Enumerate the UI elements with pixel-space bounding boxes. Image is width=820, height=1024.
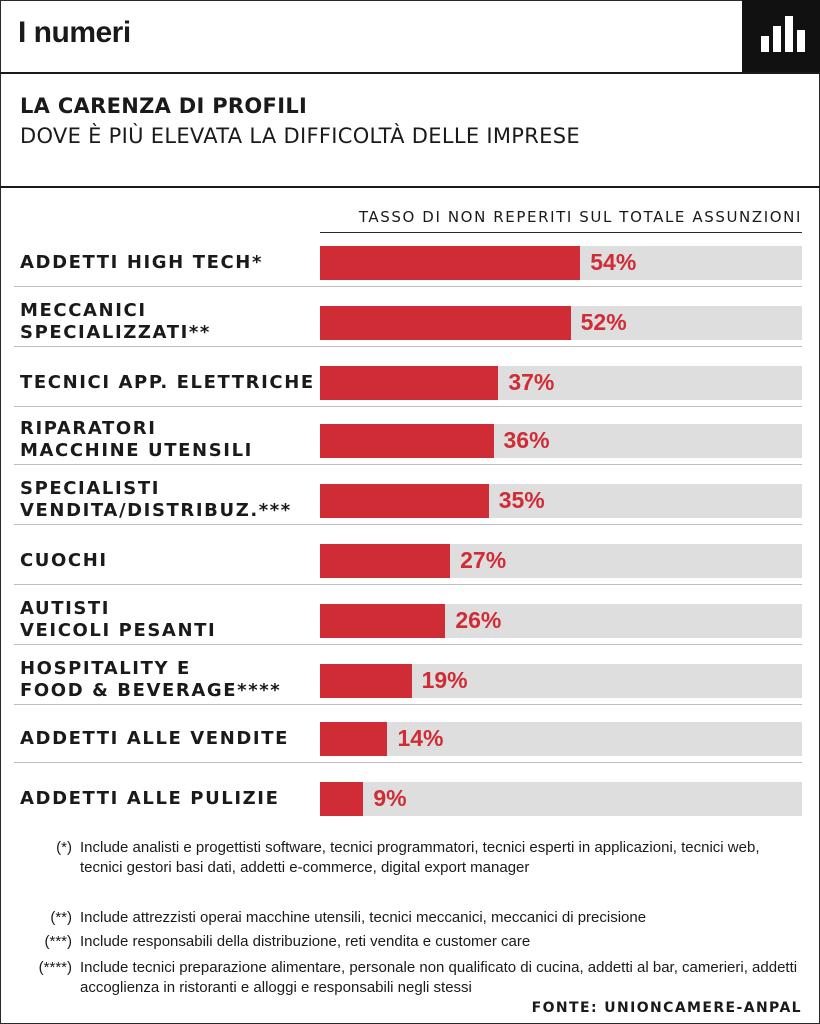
data-label: 37%: [508, 369, 555, 395]
footnote-text: Include tecnici preparazione alimentare,…: [80, 959, 798, 996]
row-separator: [14, 584, 802, 585]
bar: [320, 306, 571, 340]
bar: [320, 722, 388, 756]
bar-track: 27%: [320, 544, 802, 578]
row-separator: [14, 644, 802, 645]
data-label: 27%: [460, 547, 507, 573]
data-label: 14%: [397, 725, 444, 751]
row-separator: [14, 762, 802, 763]
bar-row: ADDETTI HIGH TECH* 54%: [0, 242, 820, 282]
footnote-mark: (****): [38, 959, 72, 976]
footnote-mark: (**): [50, 909, 72, 926]
bar-row: RIPARATORI MACCHINE UTENSILI 36%: [0, 418, 820, 461]
bar-row: TECNICI APP. ELETTRICHE 37%: [0, 362, 820, 402]
bar-row: CUOCHI 27%: [0, 540, 820, 580]
category-label: SPECIALISTI VENDITA/DISTRIBUZ.***: [20, 478, 292, 521]
bar-track: 35%: [320, 484, 802, 518]
bar: [320, 246, 581, 280]
data-label: 9%: [373, 785, 407, 811]
bar: [320, 544, 451, 578]
footnote-mark: (***): [44, 933, 72, 950]
row-separator: [14, 346, 802, 347]
bar-chart-icon: [742, 0, 820, 72]
chart-subtitle: DOVE È PIÙ ELEVATA LA DIFFICOLTÀ DELLE I…: [20, 124, 580, 148]
category-label: ADDETTI ALLE PULIZIE: [20, 788, 280, 809]
bar: [320, 484, 489, 518]
category-label: TECNICI APP. ELETTRICHE: [20, 372, 315, 393]
section-title: I numeri: [18, 16, 131, 49]
axis-caption-rule: [320, 232, 802, 233]
bar-row: HOSPITALITY E FOOD & BEVERAGE**** 19%: [0, 658, 820, 701]
footnote-text: Include responsabili della distribuzione…: [80, 933, 531, 950]
chart-title: LA CARENZA DI PROFILI: [20, 94, 308, 118]
bar: [320, 366, 499, 400]
data-label: 54%: [590, 249, 637, 275]
bar-row: ADDETTI ALLE PULIZIE 9%: [0, 778, 820, 818]
bar-track: 37%: [320, 366, 802, 400]
bar: [320, 782, 364, 816]
category-label: MECCANICI SPECIALIZZATI**: [20, 300, 211, 343]
value-axis-label: TASSO DI NON REPERITI SUL TOTALE ASSUNZI…: [358, 208, 802, 226]
bar-track: 26%: [320, 604, 802, 638]
bar-row: AUTISTI VEICOLI PESANTI 26%: [0, 598, 820, 641]
bar: [320, 424, 494, 458]
section-header: I numeri: [0, 0, 820, 74]
bar-track: 52%: [320, 306, 802, 340]
footnote-text: Include analisti e progettisti software,…: [80, 839, 760, 876]
data-label: 52%: [580, 309, 627, 335]
bar-track: 54%: [320, 246, 802, 280]
data-label: 26%: [455, 607, 502, 633]
category-label: ADDETTI ALLE VENDITE: [20, 728, 289, 749]
footnote-text: Include attrezzisti operai macchine uten…: [80, 909, 647, 926]
category-label: ADDETTI HIGH TECH*: [20, 252, 263, 273]
footnote-mark: (*): [56, 839, 72, 856]
bar-track: 14%: [320, 722, 802, 756]
bar-track: 19%: [320, 664, 802, 698]
data-label: 36%: [503, 427, 550, 453]
bar: [320, 604, 446, 638]
row-separator: [14, 464, 802, 465]
category-label: RIPARATORI MACCHINE UTENSILI: [20, 418, 253, 461]
source-credit: FONTE: UNIONCAMERE-ANPAL: [531, 1000, 802, 1016]
data-label: 35%: [498, 487, 545, 513]
bar: [320, 664, 412, 698]
data-label: 19%: [421, 667, 468, 693]
bar-track: 36%: [320, 424, 802, 458]
row-separator: [14, 286, 802, 287]
row-separator: [14, 704, 802, 705]
category-label: CUOCHI: [20, 550, 108, 571]
bar-row: ADDETTI ALLE VENDITE 14%: [0, 718, 820, 758]
bar-row: SPECIALISTI VENDITA/DISTRIBUZ.*** 35%: [0, 478, 820, 521]
row-separator: [14, 524, 802, 525]
bar-track: 9%: [320, 782, 802, 816]
category-label: HOSPITALITY E FOOD & BEVERAGE****: [20, 658, 282, 701]
row-separator: [14, 406, 802, 407]
category-label: AUTISTI VEICOLI PESANTI: [20, 598, 217, 641]
bar-row: MECCANICI SPECIALIZZATI** 52%: [0, 300, 820, 343]
chart-heading: LA CARENZA DI PROFILI DOVE È PIÙ ELEVATA…: [0, 74, 820, 188]
